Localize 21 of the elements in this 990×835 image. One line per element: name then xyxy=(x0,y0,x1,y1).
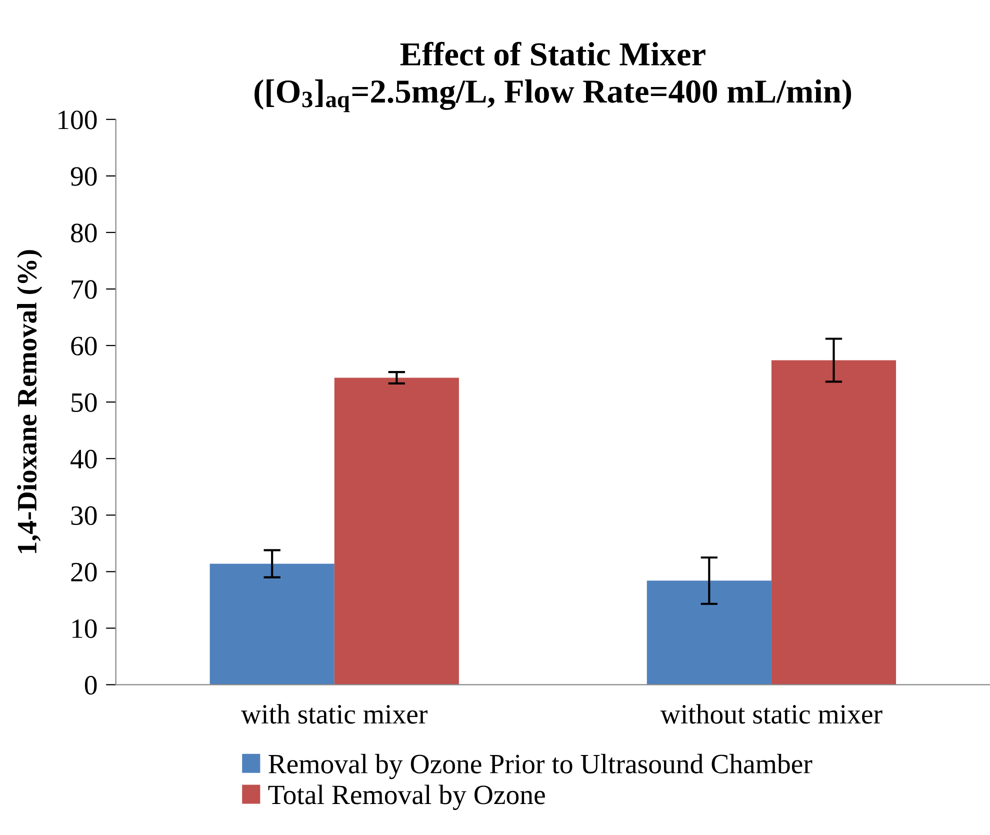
chart-title: Effect of Static Mixer ([O$_{3}$]$_{aq}$=2.5mg/L, Flow Rate=400 mL/min) xyxy=(254,42,852,112)
y-tick-label: 70 xyxy=(72,280,97,299)
bar xyxy=(646,580,772,685)
y-tick-label: 0 xyxy=(84,676,97,695)
y-tick-label: 90 xyxy=(70,167,97,186)
legend-label: Removal by Ozone Prior to Ultrasound Chamber xyxy=(268,754,812,780)
legend-label: Total Removal by Ozone xyxy=(268,784,545,810)
bar xyxy=(334,378,459,685)
y-tick-label: 100 xyxy=(58,110,97,130)
y-tick-label: 30 xyxy=(71,506,97,526)
y-tick-label: 60 xyxy=(71,336,97,356)
y-tick-label: 20 xyxy=(71,562,97,582)
y-tick-label: 40 xyxy=(70,450,97,468)
bar xyxy=(771,360,896,685)
x-tick-label: with static mixer xyxy=(241,704,428,724)
y-tick-label: 10 xyxy=(72,619,97,638)
y-tick-label: 50 xyxy=(72,393,97,412)
y-tick-label: 80 xyxy=(71,224,97,242)
y-axis-title: 1,4-Dioxane Removal (%) xyxy=(17,250,42,553)
bar xyxy=(210,564,334,685)
x-tick-label: without static mixer xyxy=(660,704,882,724)
